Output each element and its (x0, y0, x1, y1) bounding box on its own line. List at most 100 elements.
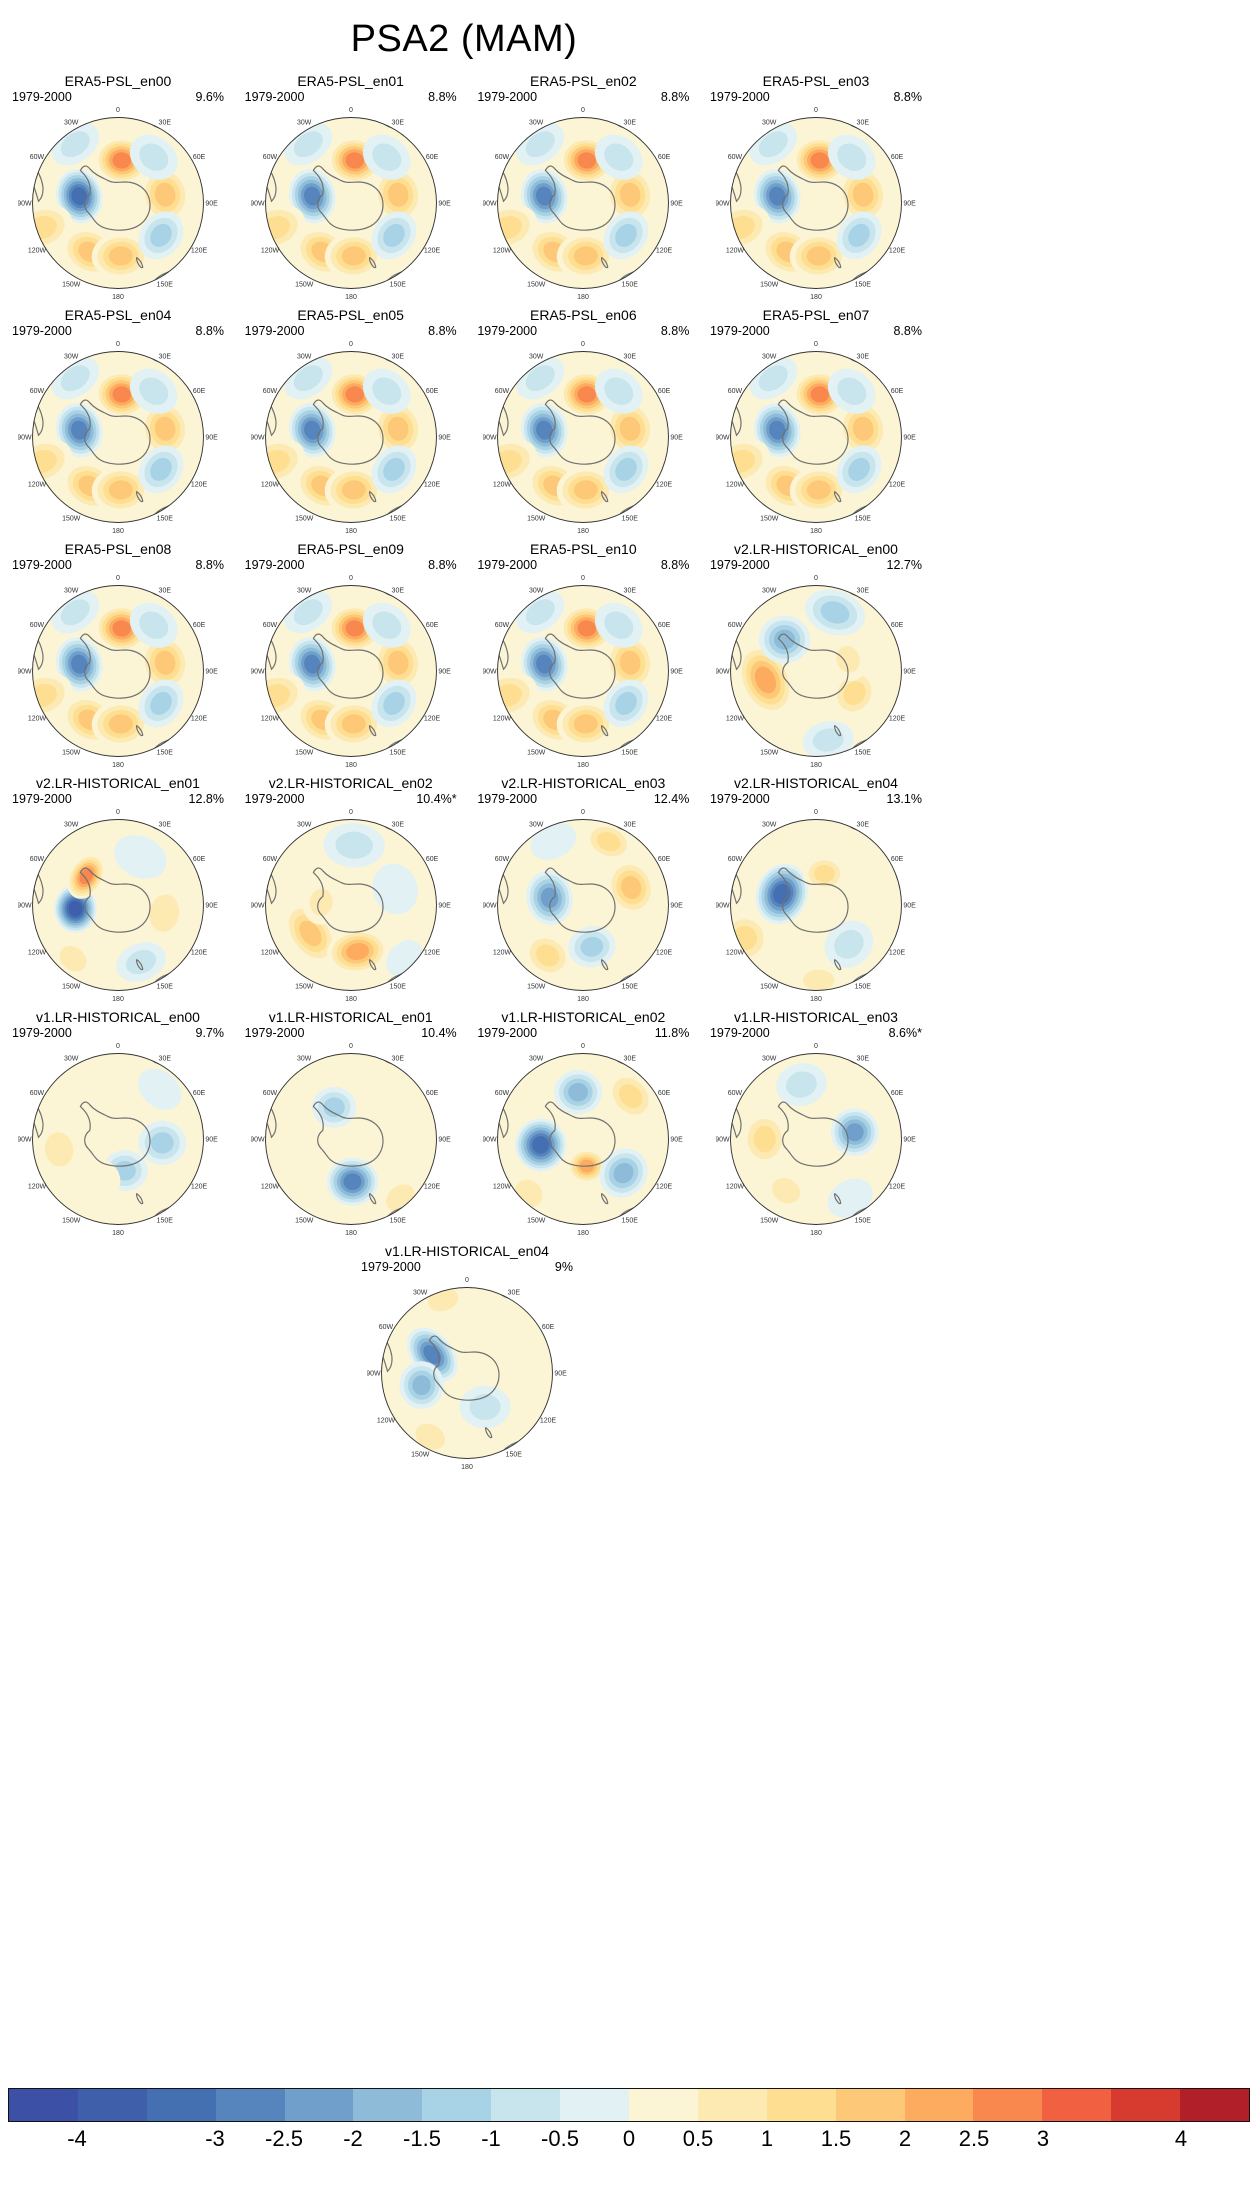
lon-label: 30E (391, 822, 404, 829)
panel-period: 1979-2000 (709, 324, 770, 338)
map-boundary (32, 351, 204, 523)
lon-label: 60W (728, 388, 743, 395)
panel-period: 1979-2000 (709, 90, 770, 104)
colorbar-swatch (766, 2089, 836, 2121)
panel-variance: 12.8% (188, 792, 224, 806)
panel-title: ERA5-PSL_en00 (64, 73, 172, 89)
panel-period: 1979-2000 (12, 324, 72, 338)
lon-label: 150W (760, 750, 779, 757)
coastline (312, 165, 384, 231)
lon-label: 150W (527, 282, 546, 289)
panel-variance: 8.8% (893, 324, 922, 338)
lon-label: 150W (527, 1218, 546, 1225)
lon-label: 90E (438, 903, 451, 910)
lon-label: 30W (413, 1290, 428, 1297)
lon-label: 0 (116, 341, 120, 348)
lon-label: 30E (391, 354, 404, 361)
polar-map: 0 30E 60E 90E 120E 150E 180 150W 120W 90W 60W 30W (716, 341, 916, 535)
lon-label: 60E (425, 856, 438, 863)
lon-label: 120E (656, 481, 673, 488)
panel-title: ERA5-PSL_en05 (297, 307, 404, 323)
lon-label: 150E (622, 1218, 639, 1225)
lon-label: 30W (529, 822, 544, 829)
lon-label: 120W (28, 715, 47, 722)
colorbar-tick-label: 3 (1036, 2126, 1050, 2151)
lon-label: 60E (658, 856, 671, 863)
panel-meta: 1979-2000 12.8% (12, 792, 224, 807)
lon-label: 90W (251, 435, 265, 442)
lon-label: 150W (527, 750, 546, 757)
lon-label: 90E (903, 1137, 916, 1144)
panel-meta: 1979-2000 11.8% (477, 1026, 689, 1041)
lon-label: 120E (656, 1183, 673, 1190)
colorbar-swatch (835, 2089, 905, 2121)
lon-label: 60E (891, 856, 904, 863)
map-boundary (730, 351, 902, 523)
map-boundary (497, 1053, 670, 1225)
lon-label: 180 (112, 294, 124, 301)
panel-variance: 8.8% (428, 324, 457, 338)
lon-label: 120W (260, 1183, 279, 1190)
lon-label: 60E (658, 622, 671, 629)
coastline (368, 256, 377, 269)
lon-label: 180 (577, 1230, 589, 1237)
lon-label: 150E (855, 1218, 872, 1225)
panel-variance: 9.7% (195, 1026, 225, 1040)
lon-label: 0 (116, 809, 120, 816)
lon-label: 90E (903, 669, 916, 676)
lon-label: 150W (295, 750, 314, 757)
lon-label: 30W (297, 120, 312, 127)
panel-variance: 8.8% (660, 324, 690, 338)
colorbar-swatch (422, 2089, 492, 2121)
panel-period: 1979-2000 (244, 792, 305, 806)
panel-title: ERA5-PSL_en06 (529, 307, 637, 323)
lon-label: 30W (297, 822, 312, 829)
panel-meta: 1979-2000 8.8% (245, 558, 457, 573)
lon-label: 30W (529, 354, 544, 361)
polar-map: 0 30E 60E 90E 120E 150E 180 150W 120W 90W 60W 30W (483, 575, 683, 769)
lon-label: 60E (193, 1090, 206, 1097)
lon-label: 90W (18, 903, 32, 910)
lon-label: 150E (157, 282, 174, 289)
lon-label: 90E (205, 903, 218, 910)
lon-label: 180 (577, 294, 589, 301)
colorbar-tick-label: 1.5 (820, 2126, 852, 2151)
lon-label: 150E (157, 984, 174, 991)
lon-label: 120W (28, 247, 47, 254)
lon-label: 30E (391, 120, 404, 127)
polar-map: 0 30E 60E 90E 120E 150E 180 150W 120W 90W 60W 30W (251, 107, 451, 301)
polar-map: 0 30E 60E 90E 120E 150E 180 150W 120W 90W 60W 30W (483, 809, 683, 1003)
lon-label: 150E (389, 984, 406, 991)
lon-label: 120E (191, 1183, 208, 1190)
panel-period: 1979-2000 (244, 90, 305, 104)
lon-label: 120W (260, 715, 279, 722)
coastline (135, 1192, 144, 1205)
coastline (135, 958, 144, 971)
lon-label: 30E (624, 588, 637, 595)
lon-label: 60W (262, 1090, 277, 1097)
lon-label: 60W (30, 1090, 45, 1097)
polar-map: 0 30E 60E 90E 120E 150E 180 150W 120W 90W 60W 30W (18, 341, 218, 535)
lon-label: 150E (157, 750, 174, 757)
lon-label: 150E (389, 750, 406, 757)
panel-variance: 12.4% (653, 792, 690, 806)
coastline (601, 1192, 609, 1205)
colorbar-swatch (560, 2089, 630, 2121)
lon-label: 150W (62, 750, 81, 757)
panel-row: ERA5-PSL_en041979-20008.8%030E60E90E120E… (6, 307, 928, 537)
lon-label: 0 (814, 1043, 818, 1050)
panel-meta: 1979-2000 8.8% (12, 558, 224, 573)
lon-label: 30W (762, 120, 777, 127)
panel-period: 1979-2000 (477, 558, 538, 572)
lon-label: 180 (577, 762, 589, 769)
panel-variance: 8.8% (893, 90, 922, 104)
map-boundary (497, 585, 670, 757)
coastline (777, 867, 849, 933)
lon-label: 120W (28, 481, 47, 488)
colorbar: -4 -3 -2.5 -2 -1.5 -1 -0.5 0 0.5 1 1.5 2 2.5 3 4 (8, 2088, 1250, 2156)
coastline (833, 256, 842, 269)
